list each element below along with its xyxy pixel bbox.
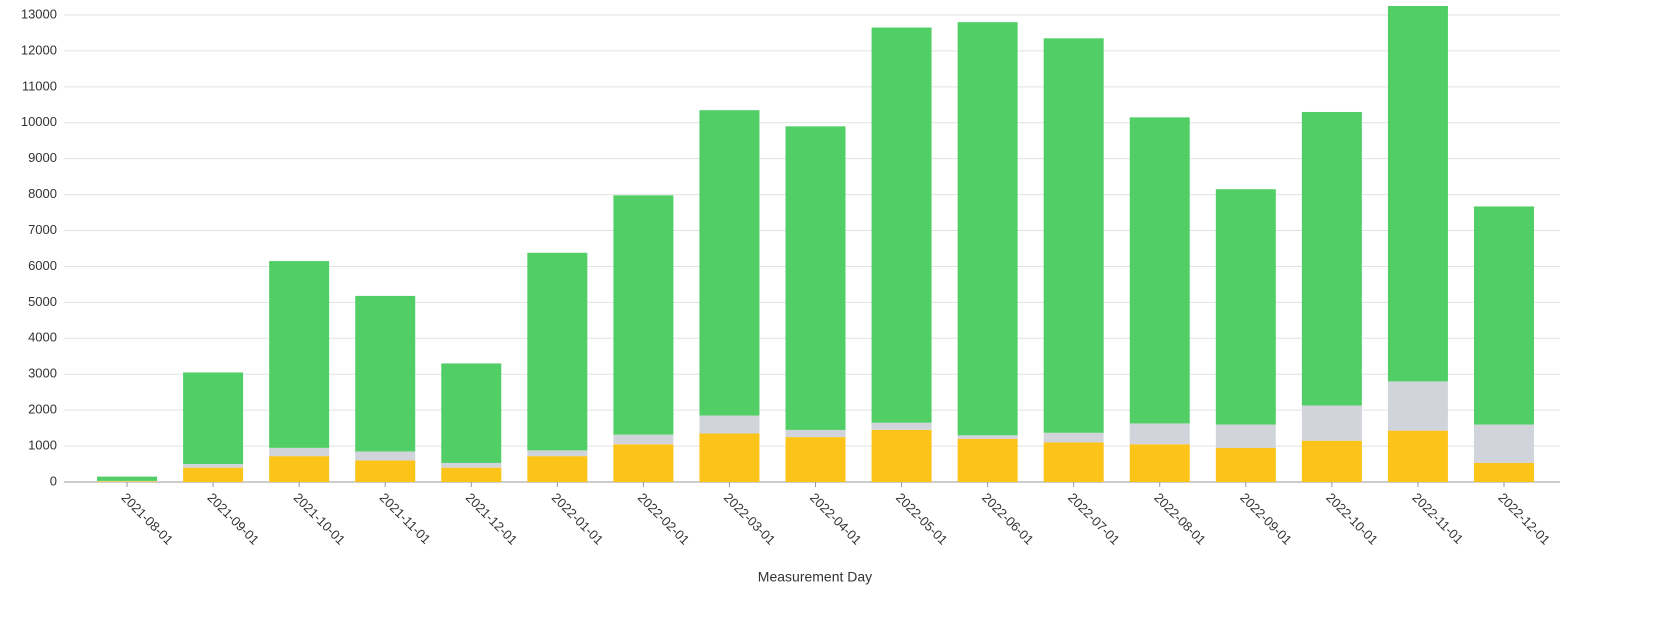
- x-tick-label: 2022-07-01: [1065, 490, 1123, 548]
- bar-segment: [871, 429, 932, 482]
- x-tick-label: 2021-12-01: [463, 490, 521, 548]
- y-tick-label: 6000: [28, 258, 57, 273]
- bar-segment: [1301, 111, 1362, 406]
- x-tick-label: 2022-08-01: [1151, 490, 1209, 548]
- bar-segment: [1215, 447, 1276, 482]
- y-tick-label: 4000: [28, 330, 57, 345]
- bar-segment: [1301, 405, 1362, 441]
- bar-segment: [1215, 424, 1276, 448]
- bar-segment: [183, 467, 244, 482]
- bar-segment: [269, 261, 330, 448]
- bar-segment: [441, 462, 502, 468]
- x-tick-label: 2022-11-01: [1409, 490, 1466, 547]
- y-tick-label: 11000: [22, 78, 57, 93]
- bar-segment: [613, 195, 674, 435]
- bar-segment: [699, 415, 760, 434]
- y-tick-label: 12000: [21, 42, 57, 57]
- bar-segment: [527, 456, 588, 482]
- bar-segment: [527, 252, 588, 451]
- bar-segment: [613, 434, 674, 445]
- bar-segment: [1043, 38, 1104, 433]
- bar-segment: [1215, 189, 1276, 425]
- bar-segment: [1473, 424, 1534, 463]
- bar-segment: [1043, 432, 1104, 443]
- bar-segment: [1043, 442, 1104, 482]
- y-tick-label: 8000: [28, 186, 57, 201]
- bar-segment: [183, 464, 244, 468]
- bar-segment: [1129, 423, 1190, 445]
- bar-segment: [1129, 117, 1190, 424]
- bar-segment: [957, 435, 1018, 439]
- bar-segment: [785, 437, 846, 482]
- bar-segment: [699, 110, 760, 416]
- x-tick-label: 2021-10-01: [291, 490, 349, 548]
- bar-segment: [699, 433, 760, 482]
- bar-segment: [1473, 462, 1534, 482]
- bar-segment: [871, 27, 932, 423]
- x-tick-label: 2022-04-01: [807, 490, 865, 548]
- bar-segment: [1129, 444, 1190, 482]
- y-tick-label: 9000: [28, 150, 57, 165]
- bar-segment: [441, 467, 502, 482]
- y-tick-label: 10000: [21, 114, 57, 129]
- bar-segment: [1387, 430, 1448, 482]
- bar-segment: [269, 456, 330, 482]
- x-tick-label: 2022-05-01: [893, 490, 951, 548]
- y-tick-label: 2000: [28, 402, 57, 417]
- x-tick-label: 2022-06-01: [979, 490, 1037, 548]
- bar-segment: [957, 22, 1018, 436]
- bar-segment: [527, 450, 588, 457]
- y-tick-label: 0: [50, 473, 57, 488]
- x-tick-label: 2022-09-01: [1237, 490, 1295, 548]
- bar-segment: [871, 422, 932, 430]
- x-axis-label: Measurement Day: [758, 569, 872, 585]
- y-tick-label: 13000: [21, 6, 57, 21]
- bar-segment: [355, 460, 416, 482]
- y-tick-label: 7000: [28, 222, 57, 237]
- bar-segment: [355, 451, 416, 461]
- y-tick-label: 5000: [28, 294, 57, 309]
- bar-segment: [957, 438, 1018, 482]
- x-tick-label: 2022-02-01: [635, 490, 693, 548]
- x-tick-label: 2021-11-01: [377, 490, 434, 547]
- x-tick-label: 2022-03-01: [721, 490, 779, 548]
- bar-segment: [1301, 440, 1362, 482]
- bar-segment: [1473, 206, 1534, 425]
- bar-segment: [269, 447, 330, 457]
- bar-segment: [441, 363, 502, 463]
- bar-segment: [1387, 381, 1448, 431]
- y-tick-label: 3000: [28, 366, 57, 381]
- x-tick-label: 2021-08-01: [118, 490, 176, 548]
- bar-segment: [785, 429, 846, 438]
- bar-segment: [183, 372, 244, 465]
- bar-segment: [97, 476, 158, 481]
- bar-segment: [97, 481, 158, 482]
- bar-segment: [355, 295, 416, 452]
- bar-segment: [785, 126, 846, 430]
- bar-segment: [613, 444, 674, 482]
- y-tick-label: 1000: [28, 438, 57, 453]
- x-tick-label: 2022-10-01: [1323, 490, 1381, 548]
- bar-segment: [1387, 5, 1448, 382]
- x-tick-label: 2022-12-01: [1495, 490, 1553, 548]
- x-tick-label: 2021-09-01: [205, 490, 263, 548]
- x-tick-label: 2022-01-01: [549, 490, 607, 548]
